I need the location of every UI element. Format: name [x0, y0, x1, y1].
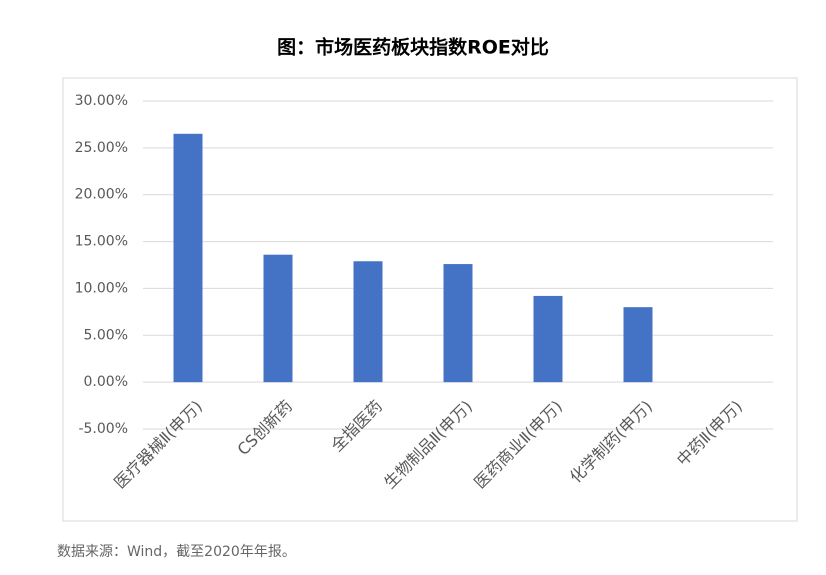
y-tick-label: 25.00%: [75, 140, 128, 156]
y-tick-label: 0.00%: [84, 374, 128, 390]
x-tick-label: 全指医药: [327, 397, 386, 456]
plot-frame: [62, 77, 798, 522]
x-tick-label: CS创新药: [234, 397, 296, 459]
x-tick-label: 生物制品Ⅱ(申万): [380, 397, 476, 493]
x-tick-label: 医药商业Ⅱ(申万): [470, 397, 566, 493]
y-tick-label: 5.00%: [84, 327, 128, 343]
x-tick-label: 中药Ⅱ(申万): [673, 397, 746, 470]
x-tick-label: 化学制药(申万): [566, 397, 656, 487]
y-tick-label: -5.00%: [78, 421, 128, 437]
y-tick-label: 10.00%: [75, 280, 128, 296]
bar: [353, 261, 383, 383]
y-tick-label: 30.00%: [75, 93, 128, 109]
bar: [173, 133, 203, 383]
y-tick-label: 20.00%: [75, 187, 128, 203]
bar: [623, 307, 653, 383]
x-tick-label: 医疗器械Ⅱ(申万): [110, 397, 206, 493]
chart-title: 图：市场医药板块指数ROE对比: [277, 36, 549, 59]
y-tick-label: 15.00%: [75, 234, 128, 250]
source-note: 数据来源：Wind，截至2020年年报。: [57, 544, 296, 560]
bar: [443, 264, 473, 383]
bar: [533, 295, 563, 383]
bar: [263, 254, 293, 383]
